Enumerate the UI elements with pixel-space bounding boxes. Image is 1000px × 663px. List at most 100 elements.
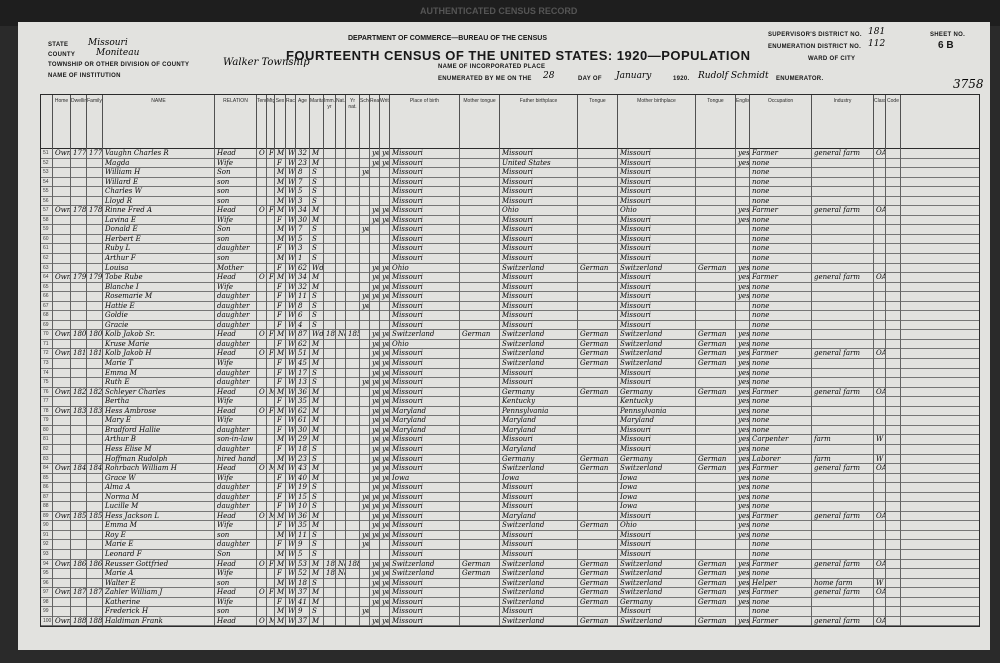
- table-cell: [346, 263, 360, 274]
- table-cell: [346, 416, 360, 426]
- table-cell: [886, 292, 901, 302]
- table-cell: F: [275, 502, 286, 512]
- table-cell: [87, 549, 103, 560]
- table-cell: [460, 158, 500, 169]
- table-cell: 186: [73, 559, 87, 570]
- table-cell: M: [277, 225, 286, 235]
- table-cell: Switzerland: [500, 349, 578, 360]
- person-name: Vaughn Charles R: [103, 149, 215, 159]
- table-cell: [460, 578, 500, 589]
- table-cell: [370, 168, 380, 178]
- table-cell: [812, 158, 874, 169]
- sheet-label: SHEET NO.: [930, 32, 966, 38]
- table-cell: [874, 502, 886, 512]
- table-cell: [53, 540, 71, 550]
- enumerated-label: ENUMERATED BY ME ON THE: [438, 76, 532, 82]
- table-cell: [380, 301, 390, 312]
- table-cell: [257, 473, 267, 484]
- table-cell: 43: [296, 464, 310, 474]
- table-cell: M: [277, 149, 286, 159]
- table-cell: [53, 339, 71, 350]
- table-cell: [346, 244, 360, 255]
- line-number: 98: [41, 597, 53, 608]
- table-cell: [336, 387, 346, 398]
- table-cell: Farmer: [750, 464, 812, 474]
- table-cell: Missouri: [390, 196, 460, 207]
- person-name: Grace W: [103, 473, 215, 484]
- table-cell: Head: [215, 330, 257, 340]
- table-cell: daughter: [215, 540, 257, 550]
- line-number: 58: [41, 215, 53, 226]
- table-cell: OA: [876, 588, 886, 598]
- table-cell: German: [578, 616, 618, 627]
- table-cell: [53, 578, 71, 589]
- table-cell: [360, 368, 370, 379]
- table-cell: [886, 483, 901, 493]
- person-name: Herbert E: [103, 234, 215, 245]
- table-cell: [336, 511, 346, 522]
- table-cell: [874, 406, 886, 417]
- line-number: 57: [41, 206, 53, 216]
- person-name: Tobe Rube: [103, 273, 215, 283]
- table-cell: [360, 149, 370, 159]
- line-number: 78: [41, 406, 53, 417]
- table-cell: [460, 263, 500, 274]
- table-cell: Switzerland: [618, 588, 696, 598]
- table-cell: [71, 263, 87, 274]
- table-cell: [324, 273, 336, 283]
- table-cell: [886, 444, 901, 455]
- table-cell: son: [215, 177, 257, 188]
- table-cell: [71, 597, 87, 608]
- table-cell: Missouri: [390, 540, 460, 550]
- table-cell: [336, 425, 346, 436]
- table-cell: [336, 588, 346, 598]
- table-cell: [87, 492, 103, 503]
- table-cell: Missouri: [618, 196, 696, 207]
- table-cell: S: [310, 368, 324, 379]
- table-cell: [696, 502, 736, 512]
- table-cell: yes: [382, 444, 390, 455]
- table-cell: F: [275, 301, 286, 312]
- table-cell: yes: [372, 330, 380, 340]
- table-cell: [812, 607, 874, 617]
- table-cell: M: [267, 511, 275, 522]
- table-cell: W: [288, 435, 296, 445]
- table-cell: yes: [382, 206, 390, 216]
- table-cell: [71, 492, 87, 503]
- table-cell: [324, 320, 336, 331]
- table-cell: [578, 473, 618, 484]
- table-cell: W: [874, 435, 886, 445]
- table-cell: [886, 511, 901, 522]
- table-cell: [874, 397, 886, 407]
- table-cell: [87, 168, 103, 178]
- table-cell: [360, 387, 370, 398]
- table-cell: yes: [382, 502, 390, 512]
- table-cell: none: [750, 444, 812, 455]
- table-cell: son: [215, 196, 257, 207]
- table-cell: German: [578, 349, 618, 360]
- table-cell: [360, 406, 370, 417]
- table-cell: OA: [876, 511, 886, 522]
- table-cell: M: [277, 177, 286, 188]
- census-sheet: DEPARTMENT OF COMMERCE—BUREAU OF THE CEN…: [18, 22, 990, 650]
- table-cell: yes: [738, 588, 750, 598]
- table-cell: [336, 263, 346, 274]
- table-cell: [336, 244, 346, 255]
- table-cell: Switzerland: [500, 597, 578, 608]
- table-cell: [346, 234, 360, 245]
- table-cell: yes: [382, 511, 390, 522]
- table-cell: Switzerland: [390, 559, 460, 570]
- table-cell: Own: [55, 588, 71, 598]
- table-cell: yes: [372, 397, 380, 407]
- table-cell: yes: [738, 406, 750, 417]
- table-cell: German: [578, 588, 618, 598]
- table-cell: Missouri: [390, 215, 460, 226]
- table-cell: [874, 254, 886, 264]
- table-cell: [812, 492, 874, 503]
- table-cell: [336, 254, 346, 264]
- table-cell: 1880: [326, 559, 336, 570]
- table-cell: W: [288, 397, 296, 407]
- table-cell: [360, 454, 370, 465]
